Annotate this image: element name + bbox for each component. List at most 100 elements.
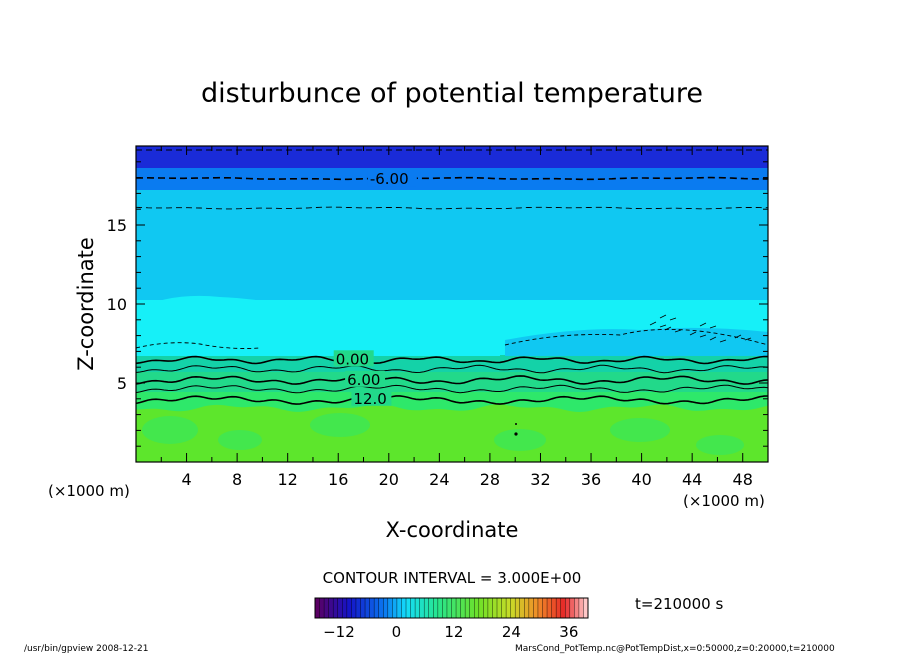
colorbar-swatch (506, 598, 512, 618)
y-tick-label: 5 (117, 374, 127, 393)
colorbar-swatch (365, 598, 370, 618)
field-layer-top (136, 146, 768, 168)
contour-line-neg3-left (136, 342, 261, 349)
contour-line-neg3-right (504, 328, 768, 346)
x-tick-label: 36 (581, 470, 601, 489)
x-tick-label: 8 (232, 470, 242, 489)
colorbar-swatch (360, 598, 366, 618)
x-tick-labels: 4 8 12 16 20 24 28 32 36 40 44 48 (181, 470, 752, 489)
colorbar-swatch (510, 598, 516, 618)
colorbar-swatch (378, 598, 384, 618)
colorbar-swatch (515, 598, 521, 618)
colorbar-swatch (387, 598, 393, 618)
colorbar-swatch (474, 598, 480, 618)
colorbar-swatch (469, 598, 475, 618)
colorbar-swatch (456, 598, 461, 618)
colorbar-swatch (346, 598, 352, 618)
colorbar-tick-label: −12 (323, 623, 355, 641)
colorbar-swatch (501, 598, 507, 618)
colorbar-swatch (465, 598, 471, 618)
colorbar-swatch (369, 598, 375, 618)
colorbar-swatch (565, 598, 571, 618)
x-tick-label: 28 (480, 470, 500, 489)
colorbar-swatch (401, 598, 407, 618)
contour-line-neg3 (136, 206, 768, 210)
contour-label: 12.0 (353, 390, 386, 408)
colorbar-swatch (355, 598, 361, 618)
colorbar-swatch (374, 598, 380, 618)
contour-fragment (734, 334, 752, 341)
x-tick-label: 40 (631, 470, 651, 489)
contour-label-bg (351, 389, 392, 406)
contour-fragment (699, 322, 717, 329)
colorbar-swatch (351, 598, 357, 618)
contour-line-0 (136, 355, 768, 365)
colorbar (314, 598, 589, 618)
field-layer-lime (136, 404, 768, 462)
contour-line-3 (136, 364, 768, 374)
colorbar-swatch (569, 598, 575, 618)
colorbar-swatch (333, 598, 339, 618)
field-layer-upper (136, 168, 768, 190)
contour-fragment (689, 331, 707, 338)
y-tick-labels: 5 10 15 (107, 216, 127, 393)
colorbar-tick-labels: −12 0 12 24 36 (323, 623, 578, 641)
x-axis-label: X-coordinate (386, 518, 519, 542)
x-tick-label: 32 (530, 470, 550, 489)
time-label: t=210000 s (635, 595, 723, 613)
field-blob (494, 429, 546, 451)
colorbar-swatch (383, 598, 389, 618)
contour-label-bg (333, 350, 374, 367)
colorbar-swatch (433, 598, 439, 618)
x-tick-label: 20 (379, 470, 399, 489)
colorbar-swatch (528, 598, 534, 618)
chart-title: disturbunce of potential temperature (201, 78, 703, 109)
field-bulge-light (136, 295, 500, 356)
colorbar-swatch (442, 598, 448, 618)
y-tick-label: 15 (107, 216, 127, 235)
contour-label: 0.00 (336, 350, 369, 368)
colorbar-tick-label: 12 (444, 623, 463, 641)
contour-label-bg (345, 370, 386, 387)
colorbar-swatch (342, 598, 348, 618)
field-blob (142, 416, 198, 444)
colorbar-swatch (410, 598, 416, 618)
colorbar-swatch (419, 598, 425, 618)
z-unit-label: (×1000 m) (48, 482, 130, 500)
contour-fragment (709, 336, 727, 343)
field-layer-green-light (136, 372, 768, 392)
colorbar-swatch (437, 598, 443, 618)
footer-left: /usr/bin/gpview 2008-12-21 (24, 644, 148, 654)
colorbar-swatch (451, 598, 457, 618)
field-layer-mid (136, 190, 768, 300)
colorbar-swatch (315, 598, 320, 618)
colorbar-swatch (560, 598, 566, 618)
field-blob (696, 435, 744, 455)
colorbar-tick-label: 0 (392, 623, 402, 641)
field-blob (610, 418, 670, 442)
contour-line-6 (136, 375, 768, 385)
colorbar-swatch (424, 598, 430, 618)
colorbar-swatch (478, 598, 484, 618)
x-unit-label: (×1000 m) (683, 492, 765, 510)
contour-field (136, 146, 768, 462)
footer-right: MarsCond_PotTemp.nc@PotTempDist,x=0:5000… (515, 644, 835, 654)
y-tick-label: 10 (107, 295, 127, 314)
contour-lines (136, 149, 768, 436)
colorbar-swatch (483, 598, 489, 618)
x-tick-label: 12 (278, 470, 298, 489)
contour-line-9 (136, 384, 768, 394)
colorbar-swatch (446, 598, 452, 618)
colorbar-swatch (533, 598, 539, 618)
colorbar-swatch (487, 598, 493, 618)
colorbar-swatch (551, 598, 557, 618)
y-axis-label: Z-coordinate (74, 237, 98, 371)
x-tick-label: 44 (682, 470, 702, 489)
colorbar-tick-label: 24 (502, 623, 521, 641)
contour-label-bg (367, 170, 417, 187)
colorbar-swatch (519, 598, 525, 618)
colorbar-swatch (406, 598, 411, 618)
contour-dot (515, 423, 517, 425)
